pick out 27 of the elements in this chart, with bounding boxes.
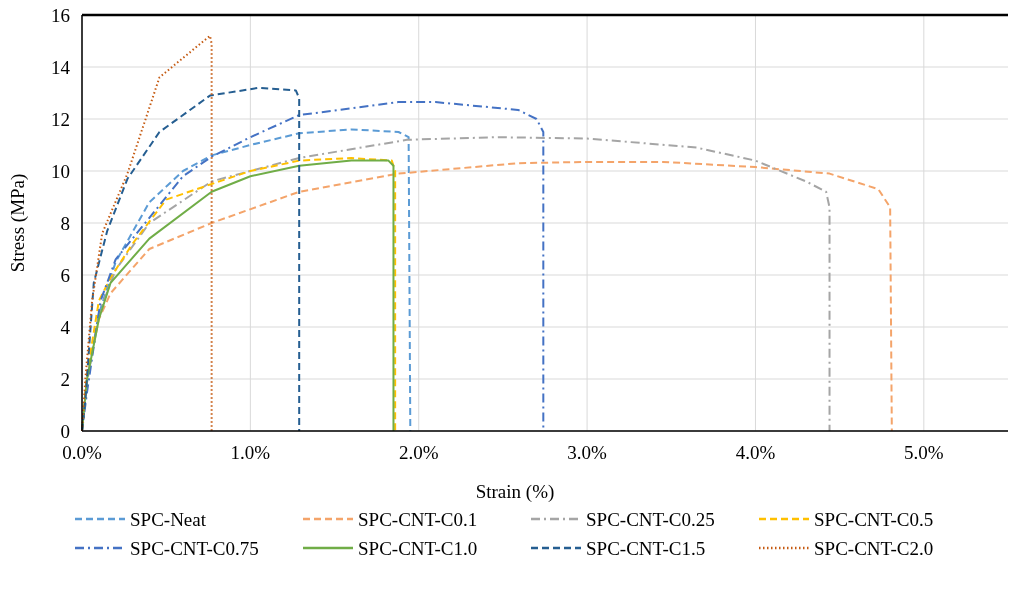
y-tick-label: 16 [51, 4, 70, 26]
y-tick-label: 2 [60, 368, 70, 390]
legend-label: SPC-CNT-C0.25 [586, 508, 715, 530]
x-tick-label: 2.0% [398, 442, 439, 463]
x-tick-label: 3.0% [567, 442, 608, 463]
x-axis-title: Strain (%) [475, 481, 555, 503]
y-tick-label: 14 [51, 56, 71, 78]
y-axis-title: Stress (MPa) [7, 173, 29, 273]
y-tick-label: 12 [51, 108, 70, 130]
legend-label: SPC-CNT-C2.0 [814, 537, 934, 559]
x-tick-label: 4.0% [735, 442, 776, 463]
x-tick-label: 0.0% [62, 442, 102, 463]
line-series [81, 86, 301, 432]
legend-label: SPC-Neat [130, 508, 207, 530]
y-tick-label: 0 [60, 420, 70, 442]
x-tick-label: 1.0% [230, 442, 271, 463]
legend-label: SPC-CNT-C1.5 [586, 537, 706, 559]
legend-label: SPC-CNT-C0.5 [814, 508, 934, 530]
legend-label: SPC-CNT-C0.1 [358, 508, 478, 530]
y-tick-label: 10 [51, 160, 70, 182]
y-tick-label: 6 [60, 264, 70, 286]
y-tick-label: 4 [60, 316, 71, 338]
legend-label: SPC-CNT-C1.0 [358, 537, 478, 559]
line-series [81, 34, 213, 432]
legend-label: SPC-CNT-C0.75 [130, 537, 259, 559]
y-tick-label: 8 [60, 212, 70, 234]
x-tick-label: 5.0% [904, 442, 944, 463]
